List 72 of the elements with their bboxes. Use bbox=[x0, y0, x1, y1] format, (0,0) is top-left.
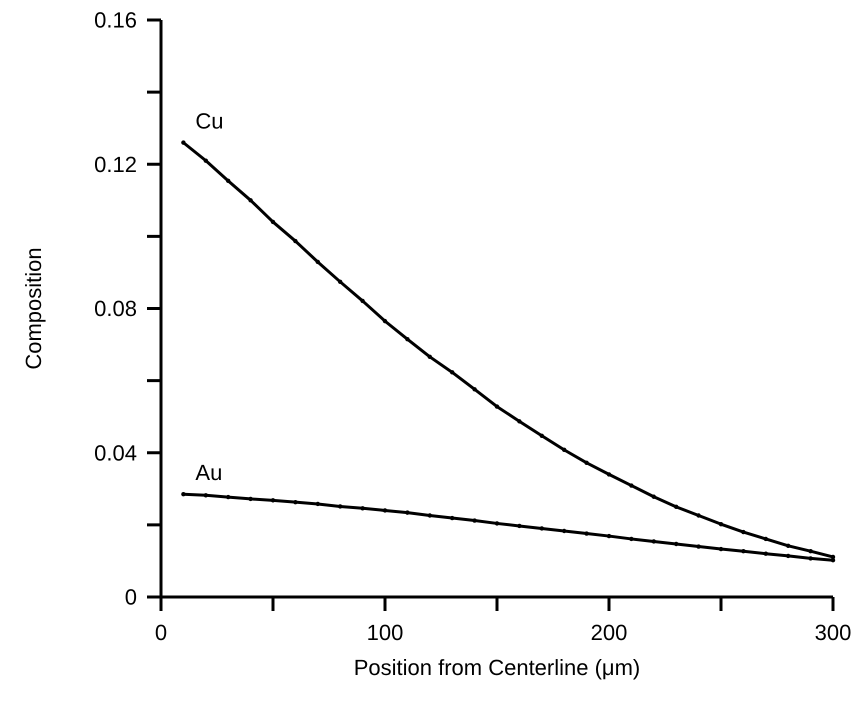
x-tick-label: 100 bbox=[366, 620, 404, 645]
point bbox=[181, 140, 186, 145]
point bbox=[540, 526, 544, 531]
point bbox=[428, 513, 432, 518]
x-tick-label: 0 bbox=[154, 620, 168, 645]
point bbox=[808, 549, 813, 554]
point bbox=[584, 531, 589, 536]
y-axis-title: Composition bbox=[21, 247, 46, 370]
point bbox=[382, 318, 388, 324]
y-tick-label: 0.04 bbox=[94, 440, 137, 466]
x-tick-label: 300 bbox=[814, 620, 852, 645]
point bbox=[248, 198, 253, 203]
point bbox=[472, 387, 477, 392]
point bbox=[270, 220, 276, 224]
point bbox=[226, 178, 230, 184]
point bbox=[316, 502, 320, 506]
point bbox=[764, 552, 768, 556]
point bbox=[741, 530, 746, 534]
point bbox=[204, 493, 208, 498]
point bbox=[226, 494, 230, 500]
point bbox=[316, 260, 320, 264]
point bbox=[293, 238, 298, 244]
point bbox=[494, 521, 500, 526]
point bbox=[517, 419, 522, 424]
point bbox=[450, 516, 454, 520]
point bbox=[270, 498, 276, 503]
point bbox=[405, 510, 410, 515]
point bbox=[629, 483, 634, 488]
series-label: Au bbox=[195, 460, 222, 486]
point bbox=[674, 542, 678, 546]
point bbox=[338, 280, 342, 284]
point bbox=[517, 524, 522, 528]
point bbox=[718, 522, 724, 526]
point bbox=[450, 370, 454, 375]
point bbox=[830, 558, 836, 562]
point bbox=[786, 554, 790, 558]
y-tick-label: 0.12 bbox=[94, 152, 137, 177]
point bbox=[562, 528, 566, 534]
point bbox=[652, 539, 656, 544]
point bbox=[584, 460, 589, 466]
y-tick-label: 0.16 bbox=[94, 8, 137, 33]
point bbox=[360, 506, 365, 510]
point bbox=[808, 556, 813, 561]
point bbox=[494, 404, 500, 409]
point bbox=[248, 496, 253, 502]
point bbox=[382, 508, 388, 513]
point bbox=[718, 546, 724, 552]
point bbox=[293, 500, 298, 504]
point bbox=[764, 536, 768, 542]
point bbox=[606, 472, 612, 477]
point bbox=[204, 158, 208, 163]
x-tick-label: 200 bbox=[590, 620, 628, 645]
point bbox=[181, 492, 186, 496]
series-label: Cu bbox=[195, 108, 224, 134]
point bbox=[562, 448, 566, 452]
point bbox=[338, 504, 342, 509]
point bbox=[674, 504, 678, 510]
point bbox=[696, 513, 701, 518]
point bbox=[741, 549, 746, 554]
point bbox=[428, 354, 432, 360]
point bbox=[360, 298, 365, 304]
x-axis-title: Position from Centerline (μm) bbox=[354, 655, 640, 680]
point bbox=[696, 544, 701, 549]
y-tick-label: 0 bbox=[124, 584, 137, 610]
point bbox=[472, 518, 477, 523]
point bbox=[606, 534, 612, 538]
point bbox=[652, 494, 656, 499]
point bbox=[405, 336, 410, 342]
point bbox=[629, 536, 634, 542]
point bbox=[786, 544, 790, 548]
point bbox=[540, 434, 544, 438]
y-tick-label: 0.08 bbox=[94, 296, 137, 322]
